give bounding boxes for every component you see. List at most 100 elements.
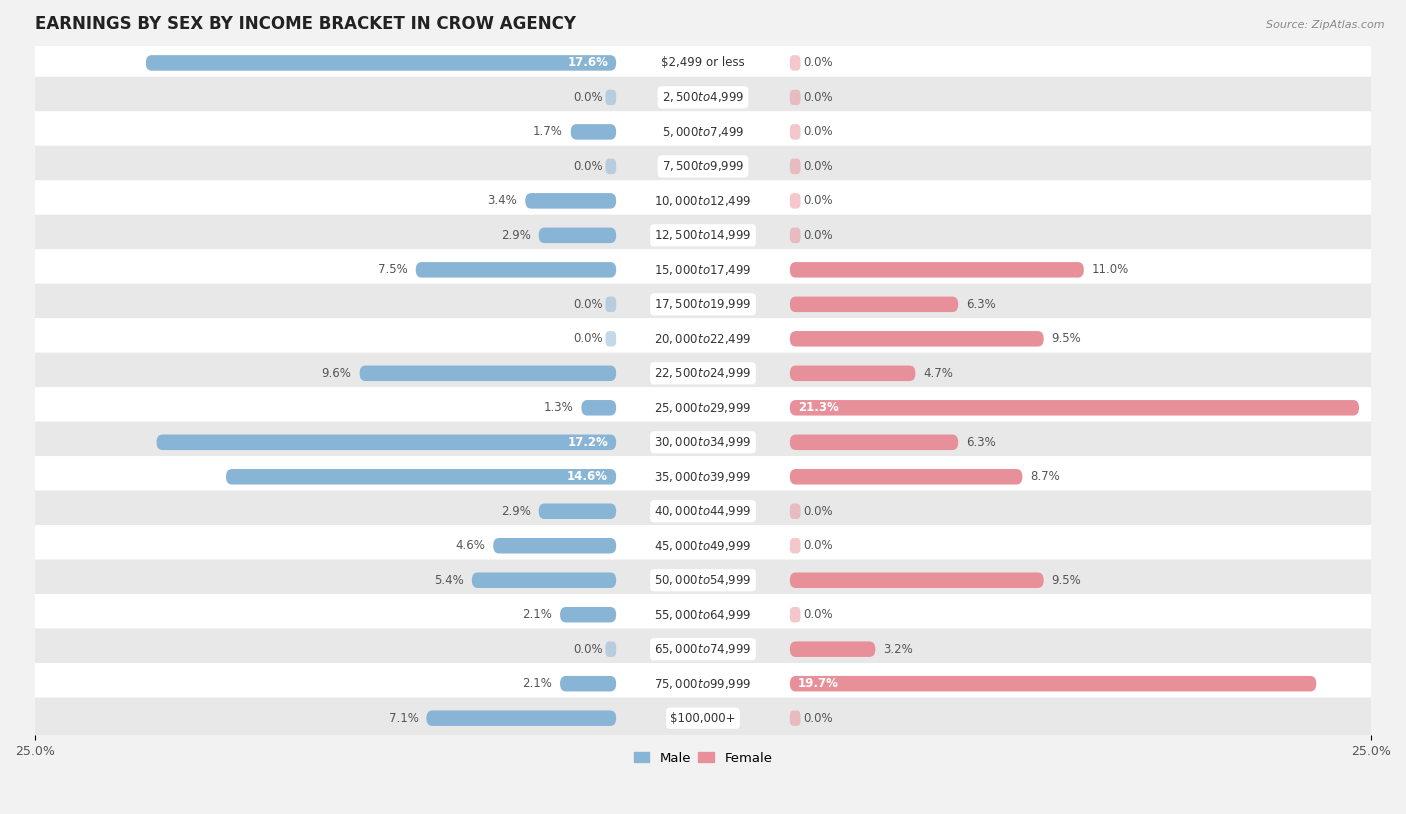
Text: 0.0%: 0.0% <box>803 195 832 208</box>
Text: 0.0%: 0.0% <box>574 643 603 656</box>
FancyBboxPatch shape <box>24 456 1382 497</box>
FancyBboxPatch shape <box>790 711 800 726</box>
Text: 0.0%: 0.0% <box>803 505 832 518</box>
FancyBboxPatch shape <box>24 594 1382 636</box>
FancyBboxPatch shape <box>146 55 616 71</box>
FancyBboxPatch shape <box>426 711 616 726</box>
FancyBboxPatch shape <box>790 400 1360 416</box>
FancyBboxPatch shape <box>416 262 616 278</box>
FancyBboxPatch shape <box>24 422 1382 463</box>
Text: 21.3%: 21.3% <box>797 401 838 414</box>
Text: $22,500 to $24,999: $22,500 to $24,999 <box>654 366 752 380</box>
FancyBboxPatch shape <box>790 55 800 71</box>
Text: 5.4%: 5.4% <box>434 574 464 587</box>
Text: 1.3%: 1.3% <box>544 401 574 414</box>
FancyBboxPatch shape <box>606 159 616 174</box>
FancyBboxPatch shape <box>24 387 1382 428</box>
FancyBboxPatch shape <box>472 572 616 588</box>
FancyBboxPatch shape <box>606 296 616 312</box>
Text: $15,000 to $17,499: $15,000 to $17,499 <box>654 263 752 277</box>
Text: 3.4%: 3.4% <box>488 195 517 208</box>
FancyBboxPatch shape <box>790 504 800 519</box>
FancyBboxPatch shape <box>790 262 1084 278</box>
FancyBboxPatch shape <box>24 42 1382 84</box>
FancyBboxPatch shape <box>24 146 1382 187</box>
FancyBboxPatch shape <box>790 538 800 554</box>
FancyBboxPatch shape <box>24 77 1382 118</box>
Legend: Male, Female: Male, Female <box>628 746 778 770</box>
Text: $10,000 to $12,499: $10,000 to $12,499 <box>654 194 752 208</box>
FancyBboxPatch shape <box>24 628 1382 670</box>
FancyBboxPatch shape <box>24 249 1382 291</box>
FancyBboxPatch shape <box>226 469 616 484</box>
FancyBboxPatch shape <box>560 676 616 691</box>
Text: Source: ZipAtlas.com: Source: ZipAtlas.com <box>1267 20 1385 30</box>
Text: $45,000 to $49,999: $45,000 to $49,999 <box>654 539 752 553</box>
FancyBboxPatch shape <box>526 193 616 208</box>
FancyBboxPatch shape <box>24 112 1382 152</box>
Text: $2,499 or less: $2,499 or less <box>661 56 745 69</box>
Text: 4.6%: 4.6% <box>456 539 485 552</box>
Text: 0.0%: 0.0% <box>803 539 832 552</box>
FancyBboxPatch shape <box>790 228 800 243</box>
FancyBboxPatch shape <box>360 365 616 381</box>
FancyBboxPatch shape <box>156 435 616 450</box>
Text: 0.0%: 0.0% <box>803 125 832 138</box>
Text: 19.7%: 19.7% <box>797 677 839 690</box>
Text: $55,000 to $64,999: $55,000 to $64,999 <box>654 608 752 622</box>
Text: 0.0%: 0.0% <box>803 229 832 242</box>
Text: 11.0%: 11.0% <box>1092 264 1129 276</box>
FancyBboxPatch shape <box>24 352 1382 394</box>
FancyBboxPatch shape <box>790 365 915 381</box>
Text: $17,500 to $19,999: $17,500 to $19,999 <box>654 297 752 311</box>
Text: 2.1%: 2.1% <box>522 608 553 621</box>
Text: 14.6%: 14.6% <box>567 470 609 484</box>
FancyBboxPatch shape <box>24 559 1382 601</box>
Text: 0.0%: 0.0% <box>803 91 832 104</box>
FancyBboxPatch shape <box>24 698 1382 739</box>
FancyBboxPatch shape <box>606 641 616 657</box>
FancyBboxPatch shape <box>790 159 800 174</box>
Text: 0.0%: 0.0% <box>803 160 832 173</box>
Text: 0.0%: 0.0% <box>803 711 832 724</box>
FancyBboxPatch shape <box>24 491 1382 532</box>
Text: $35,000 to $39,999: $35,000 to $39,999 <box>654 470 752 484</box>
Text: $50,000 to $54,999: $50,000 to $54,999 <box>654 573 752 587</box>
Text: 2.9%: 2.9% <box>501 505 530 518</box>
Text: $75,000 to $99,999: $75,000 to $99,999 <box>654 676 752 691</box>
Text: 9.5%: 9.5% <box>1052 332 1081 345</box>
Text: 2.9%: 2.9% <box>501 229 530 242</box>
Text: 17.2%: 17.2% <box>568 435 609 449</box>
Text: 0.0%: 0.0% <box>574 160 603 173</box>
Text: 6.3%: 6.3% <box>966 298 995 311</box>
Text: $100,000+: $100,000+ <box>671 711 735 724</box>
FancyBboxPatch shape <box>538 228 616 243</box>
Text: 4.7%: 4.7% <box>924 367 953 380</box>
Text: $12,500 to $14,999: $12,500 to $14,999 <box>654 229 752 243</box>
FancyBboxPatch shape <box>571 124 616 140</box>
Text: 7.5%: 7.5% <box>378 264 408 276</box>
FancyBboxPatch shape <box>560 607 616 623</box>
FancyBboxPatch shape <box>790 435 959 450</box>
FancyBboxPatch shape <box>790 90 800 105</box>
FancyBboxPatch shape <box>790 607 800 623</box>
Text: 0.0%: 0.0% <box>803 56 832 69</box>
FancyBboxPatch shape <box>494 538 616 554</box>
FancyBboxPatch shape <box>24 283 1382 325</box>
Text: 17.6%: 17.6% <box>567 56 609 69</box>
FancyBboxPatch shape <box>24 180 1382 221</box>
Text: 3.2%: 3.2% <box>883 643 912 656</box>
FancyBboxPatch shape <box>24 663 1382 704</box>
Text: 0.0%: 0.0% <box>574 332 603 345</box>
FancyBboxPatch shape <box>790 572 1043 588</box>
Text: 2.1%: 2.1% <box>522 677 553 690</box>
FancyBboxPatch shape <box>606 90 616 105</box>
FancyBboxPatch shape <box>24 525 1382 567</box>
FancyBboxPatch shape <box>790 193 800 208</box>
FancyBboxPatch shape <box>606 331 616 347</box>
Text: EARNINGS BY SEX BY INCOME BRACKET IN CROW AGENCY: EARNINGS BY SEX BY INCOME BRACKET IN CRO… <box>35 15 576 33</box>
FancyBboxPatch shape <box>790 676 1316 691</box>
FancyBboxPatch shape <box>790 296 959 312</box>
Text: 9.5%: 9.5% <box>1052 574 1081 587</box>
FancyBboxPatch shape <box>24 318 1382 360</box>
